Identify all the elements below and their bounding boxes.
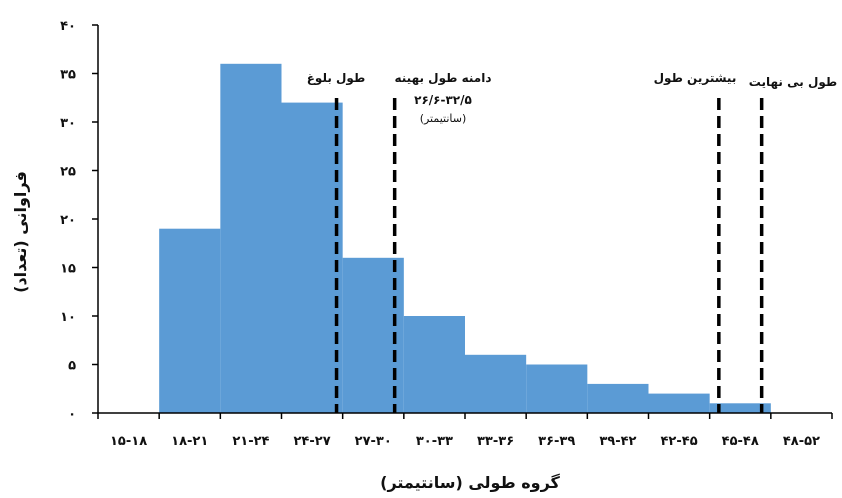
x-tick-label-5: ۳۰-۳۳ [416, 434, 453, 449]
optimum-unit-label: (سانتیمتر) [420, 112, 467, 125]
bar-9 [648, 393, 710, 413]
x-tick-label-10: ۴۵-۴۸ [722, 434, 759, 449]
bar-8 [587, 383, 649, 413]
y-tick-label-0: ۰ [68, 407, 76, 422]
infinity-label: طول بی نهایت [749, 75, 837, 90]
optimum-range-label: ۲۶/۶-۳۲/۵ [414, 93, 472, 107]
y-tick-label-7: ۳۵ [60, 68, 76, 83]
x-tick-label-3: ۲۴-۲۷ [294, 434, 331, 449]
x-axis-title: گروه طولی (سانتیمتر) [380, 473, 560, 492]
x-tick-label-2: ۲۱-۲۴ [232, 434, 269, 449]
bar-2 [220, 63, 282, 414]
x-tick-label-8: ۳۹-۴۲ [599, 434, 636, 449]
y-tick-label-3: ۱۵ [60, 262, 76, 277]
x-tick-label-0: ۱۵-۱۸ [110, 434, 147, 449]
optimum-label: دامنه طول بهینه [395, 71, 492, 86]
x-tick-label-11: ۴۸-۵۲ [783, 434, 820, 449]
y-tick-label-8: ۴۰ [60, 19, 76, 34]
x-tick-label-1: ۱۸-۲۱ [171, 434, 208, 449]
y-tick-label-6: ۳۰ [60, 116, 76, 131]
y-tick-label-2: ۱۰ [60, 310, 76, 325]
bar-3 [281, 102, 343, 413]
x-tick-label-6: ۳۳-۳۶ [477, 434, 514, 449]
x-tick-label-9: ۴۲-۴۵ [661, 434, 698, 449]
maturity-label: طول بلوغ [307, 71, 366, 86]
axes-group: ۰ ۵ ۱۰ ۱۵ ۲۰ ۲۵ ۳۰ ۳۵ ۴۰ ۱۵-۱۸ ۱۸-۲۱ ۲۱-۲۴ ۲۴-۲۷ ۲۷-۳… [60, 19, 833, 449]
y-axis-title: فراوانی (تعداد) [11, 171, 30, 293]
bar-7 [526, 364, 588, 413]
bar-6 [465, 354, 527, 413]
annotations-group: طول بلوغ دامنه طول بهینه ۲۶/۶-۳۲/۵ (سانتیمت… [307, 71, 837, 413]
x-tick-label-4: ۲۷-۳۰ [355, 434, 392, 449]
x-tick-label-7: ۳۶-۳۹ [538, 434, 575, 449]
y-tick-label-1: ۵ [68, 359, 76, 374]
y-tick-label-4: ۲۰ [60, 213, 76, 228]
y-tick-label-5: ۲۵ [60, 165, 76, 180]
bar-5 [403, 316, 465, 413]
bar-10 [709, 403, 771, 413]
max-label: بیشترین طول [654, 71, 737, 86]
bar-1 [159, 228, 221, 413]
